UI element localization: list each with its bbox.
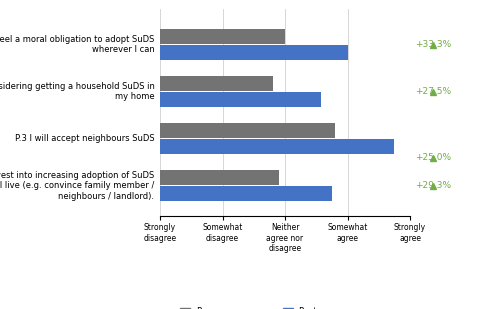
Legend: Pre-game average, Post-game average: Pre-game average, Post-game average xyxy=(176,304,384,309)
Bar xyxy=(160,29,285,44)
Bar xyxy=(160,76,272,91)
Bar xyxy=(160,92,320,107)
Text: +33.3%: +33.3% xyxy=(415,40,451,49)
Bar xyxy=(160,123,335,138)
Bar xyxy=(160,186,332,201)
Text: +29.3%: +29.3% xyxy=(415,181,451,190)
Text: +27.5%: +27.5% xyxy=(415,87,451,96)
Text: +25.0%: +25.0% xyxy=(415,154,451,163)
Bar xyxy=(160,170,279,185)
Bar xyxy=(160,139,394,154)
Bar xyxy=(160,45,348,60)
